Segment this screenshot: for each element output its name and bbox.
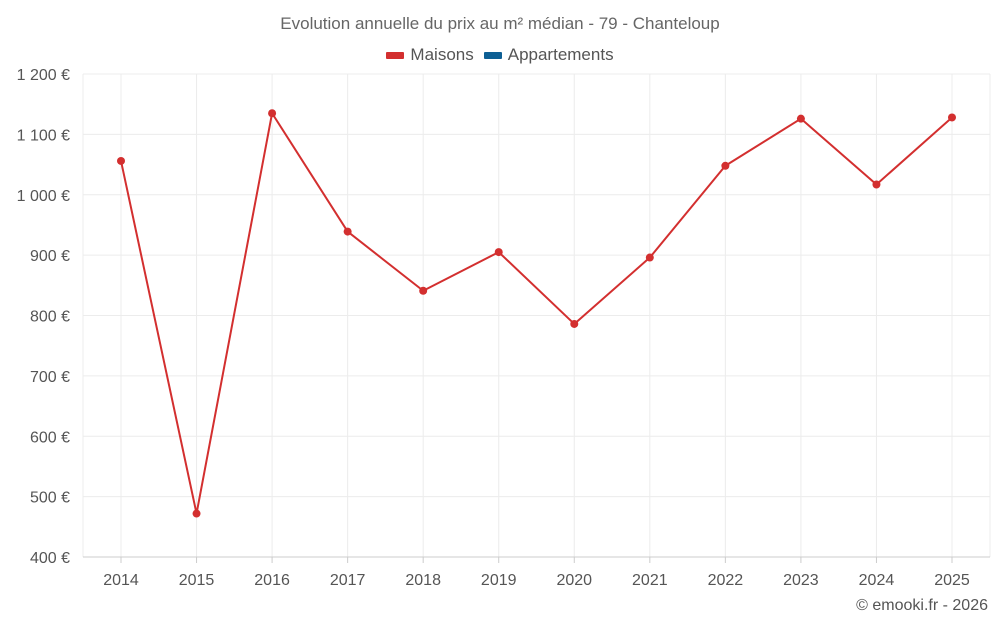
data-point [268,109,277,118]
legend-label-appartements: Appartements [507,45,614,64]
legend-swatch-appartements [483,51,502,59]
data-point [872,180,881,189]
chart-legend: Maisons Appartements [0,45,1000,65]
data-point [343,227,352,236]
x-tick-label: 2016 [254,572,290,589]
data-point [419,286,428,295]
data-point [721,161,730,170]
x-tick-label: 2014 [103,572,139,589]
x-tick-label: 2022 [708,572,744,589]
legend-item-maisons[interactable]: Maisons [386,45,474,65]
y-tick-label: 1 100 € [17,127,70,144]
x-tick-label: 2017 [330,572,366,589]
data-point [192,509,201,518]
x-tick-label: 2021 [632,572,668,589]
y-tick-label: 900 € [30,248,70,265]
y-tick-label: 700 € [30,369,70,386]
data-point [645,253,654,262]
y-tick-label: 800 € [30,309,70,326]
x-tick-label: 2018 [405,572,441,589]
y-tick-label: 500 € [30,490,70,507]
credit-text: © emooki.fr - 2026 [856,597,988,614]
x-tick-label: 2020 [556,572,592,589]
data-point [117,156,125,165]
legend-swatch-maisons [386,51,405,59]
x-tick-label: 2019 [481,572,517,589]
y-tick-label: 600 € [30,429,70,446]
x-tick-label: 2023 [783,572,819,589]
series-line-maisons [120,112,953,515]
legend-label-maisons: Maisons [410,45,474,64]
chart-title: Evolution annuelle du prix au m² médian … [280,14,720,33]
y-tick-label: 400 € [30,550,70,567]
data-point [570,319,579,328]
data-point [796,114,805,123]
legend-item-appartements[interactable]: Appartements [483,45,614,65]
y-tick-label: 1 200 € [17,67,70,84]
x-tick-label: 2025 [934,572,970,589]
x-tick-label: 2015 [179,572,215,589]
data-point [494,248,503,257]
y-tick-label: 1 000 € [17,188,70,205]
data-point [948,113,956,122]
x-tick-label: 2024 [859,572,895,589]
